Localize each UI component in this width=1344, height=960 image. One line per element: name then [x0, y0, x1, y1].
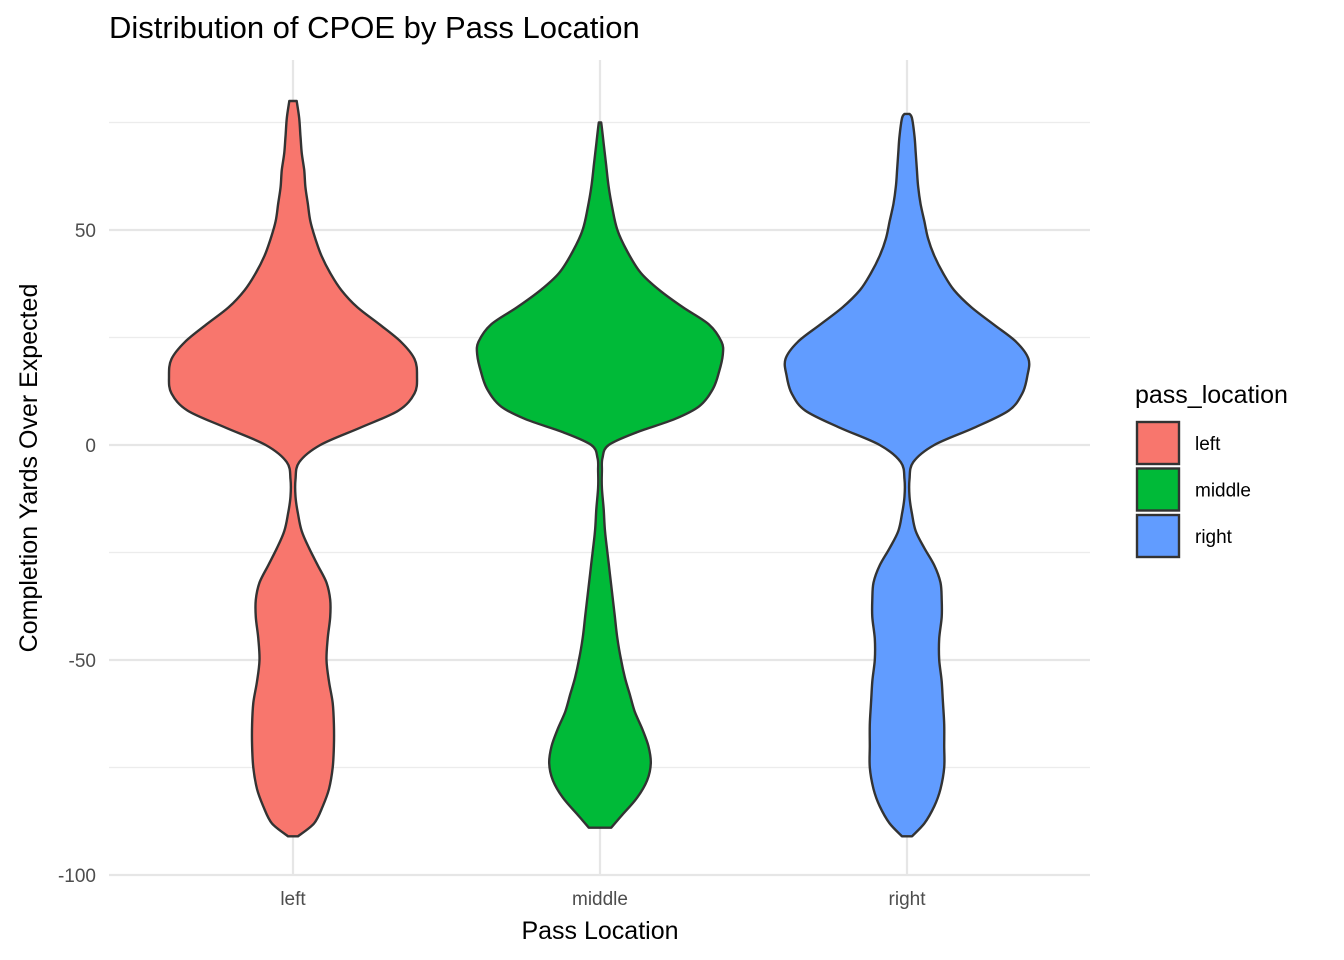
- y-tick-label: -50: [69, 651, 96, 672]
- legend-title: pass_location: [1135, 381, 1288, 409]
- violin-middle: [475, 121, 725, 829]
- y-tick-label: -100: [58, 866, 96, 887]
- violin-right: [783, 112, 1031, 838]
- chart-title: Distribution of CPOE by Pass Location: [109, 10, 640, 45]
- x-tick-label: middle: [572, 889, 628, 910]
- legend-key-left: [1135, 420, 1181, 466]
- legend: pass_location left middle right: [1135, 381, 1288, 559]
- x-tick-label: left: [280, 889, 306, 910]
- violin-left: [167, 99, 419, 838]
- legend-label-middle: middle: [1195, 481, 1251, 502]
- legend-label-right: right: [1195, 527, 1233, 548]
- x-tick-labels: left middle right: [280, 889, 926, 910]
- y-tick-labels: -100 -50 0 50: [58, 221, 96, 887]
- legend-label-left: left: [1195, 434, 1221, 455]
- y-axis-title: Completion Yards Over Expected: [15, 284, 43, 653]
- y-tick-label: 50: [75, 221, 96, 242]
- x-axis-title: Pass Location: [521, 917, 678, 945]
- x-tick-label: right: [889, 889, 927, 910]
- y-tick-label: 0: [85, 436, 96, 457]
- legend-key-middle: [1135, 467, 1181, 512]
- legend-key-right: [1135, 513, 1181, 559]
- violins: [167, 99, 1031, 838]
